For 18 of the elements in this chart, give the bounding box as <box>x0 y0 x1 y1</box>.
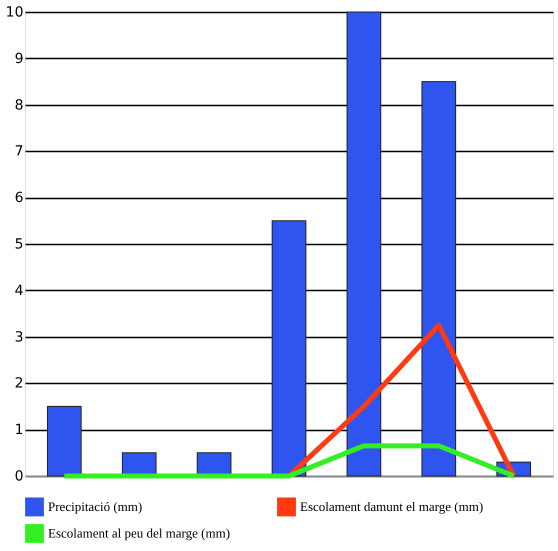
bar <box>46 406 82 476</box>
y-tick-label: 7 <box>14 144 24 160</box>
legend-label: Escolament al peu del marge (mm) <box>48 526 230 540</box>
bar <box>421 81 456 476</box>
y-tick-label: 4 <box>14 282 24 299</box>
y-tick-label: 3 <box>14 329 24 346</box>
bar <box>346 12 382 476</box>
y-tick-label: 6 <box>14 190 24 206</box>
bar <box>272 220 306 476</box>
y-tick-label: 8 <box>14 97 24 114</box>
legend-label: Precipitació (mm) <box>48 498 142 514</box>
y-tick-label: 0 <box>14 468 24 484</box>
y-tick-label: 5 <box>14 236 24 252</box>
y-tick-label: 10 <box>6 4 24 20</box>
y-tick-label: 1 <box>14 422 24 438</box>
y-tick-label: 2 <box>14 376 24 392</box>
legend-label: Escolament damunt el marge (mm) <box>300 498 484 514</box>
y-tick-label: 9 <box>14 50 24 67</box>
